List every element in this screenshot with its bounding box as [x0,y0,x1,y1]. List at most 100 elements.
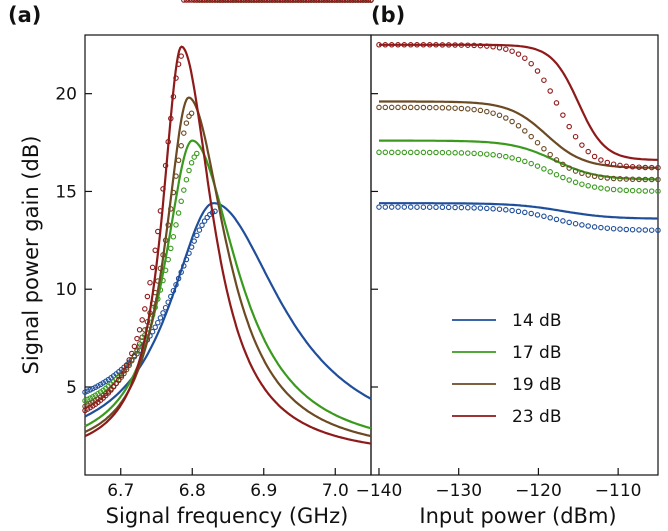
data-point-a-3 [303,0,309,3]
data-point-b-3 [407,42,414,48]
data-point-b-3 [395,42,401,48]
data-point-b-3 [642,164,649,171]
data-point-a-3 [274,0,281,3]
data-point-a-3 [311,0,317,3]
data-point-b-2 [541,146,547,152]
data-point-b-3 [623,163,630,170]
data-point-a-3 [204,0,210,3]
y-tick-label-a: 5 [66,378,77,398]
data-point-a-0 [155,319,161,326]
data-point-b-1 [547,169,553,175]
data-point-a-1 [84,396,91,403]
data-point-a-3 [168,115,174,122]
data-point-a-3 [350,0,356,3]
data-point-a-3 [144,293,151,300]
data-point-b-3 [655,164,661,171]
data-point-b-2 [617,176,623,182]
data-point-a-3 [116,376,122,383]
data-point-a-3 [308,0,314,3]
data-point-b-0 [560,218,566,224]
data-point-b-0 [452,204,458,211]
data-point-b-0 [414,204,420,210]
data-point-a-0 [181,263,187,269]
data-point-a-0 [165,299,171,305]
data-point-a-0 [84,388,91,394]
data-point-b-3 [534,68,541,74]
data-point-b-1 [401,149,408,156]
data-point-b-3 [522,55,528,61]
data-point-b-0 [598,224,604,231]
data-point-b-0 [426,204,433,210]
data-point-a-2 [183,120,190,126]
data-point-a-1 [170,234,177,240]
data-point-a-3 [165,139,171,145]
data-point-b-0 [579,222,585,228]
data-point-a-3 [326,0,333,3]
data-point-a-2 [173,173,179,179]
data-point-b-0 [534,212,541,218]
data-point-a-3 [225,0,231,3]
data-point-b-1 [465,150,471,156]
data-point-b-1 [528,160,534,167]
data-point-a-3 [331,0,338,3]
data-point-b-3 [636,164,642,170]
data-point-b-2 [553,157,560,163]
data-point-b-0 [642,227,649,233]
data-point-a-3 [217,0,223,3]
data-point-b-1 [445,149,452,156]
data-point-b-2 [395,104,401,111]
data-point-b-2 [407,104,414,111]
data-point-a-1 [165,256,171,263]
data-point-b-3 [648,164,655,171]
data-point-a-3 [248,0,255,3]
data-point-b-2 [642,176,649,183]
data-point-a-3 [220,0,226,3]
data-point-a-3 [139,317,145,323]
data-point-a-1 [178,198,184,205]
data-point-b-3 [484,43,490,49]
data-point-b-1 [610,186,617,193]
data-point-a-2 [126,362,132,369]
data-point-b-2 [458,105,465,112]
data-point-b-2 [598,174,604,181]
data-point-b-0 [503,207,509,213]
data-point-b-3 [452,42,458,48]
data-point-b-3 [445,42,452,48]
data-point-b-2 [503,115,509,121]
data-point-b-2 [509,118,515,125]
data-point-b-0 [566,219,572,226]
data-point-a-3 [277,0,283,3]
data-point-b-0 [376,204,382,210]
data-point-a-3 [160,186,166,192]
data-point-b-0 [585,223,591,229]
y-tick-label-a: 15 [55,182,77,202]
data-point-a-3 [259,0,265,3]
data-point-a-2 [178,143,184,149]
data-point-b-1 [560,174,566,181]
data-point-b-1 [503,153,509,160]
data-point-a-3 [246,0,252,3]
data-point-a-0 [188,244,195,250]
fit-line-b-1 [379,139,658,181]
data-point-b-3 [401,42,408,48]
data-point-b-1 [591,184,598,190]
data-point-a-0 [90,385,96,392]
data-point-b-0 [547,215,553,221]
data-point-b-3 [496,45,503,51]
data-point-a-2 [157,265,164,272]
data-point-a-0 [152,324,158,331]
data-point-a-0 [82,389,88,395]
data-point-a-3 [235,0,242,3]
data-point-a-0 [199,222,205,229]
data-point-a-3 [181,0,187,3]
x-tick-label-b: −140 [356,481,403,501]
legend-label-3: 23 dB [512,407,562,427]
x-axis-label-b: Input power (dBm) [419,504,616,528]
data-point-a-3 [279,0,286,3]
data-point-a-0 [160,310,166,316]
series-b [376,42,661,234]
data-point-a-3 [363,0,369,3]
data-point-b-2 [579,170,585,177]
data-point-b-2 [515,123,522,129]
fit-line-b-2 [379,100,658,169]
